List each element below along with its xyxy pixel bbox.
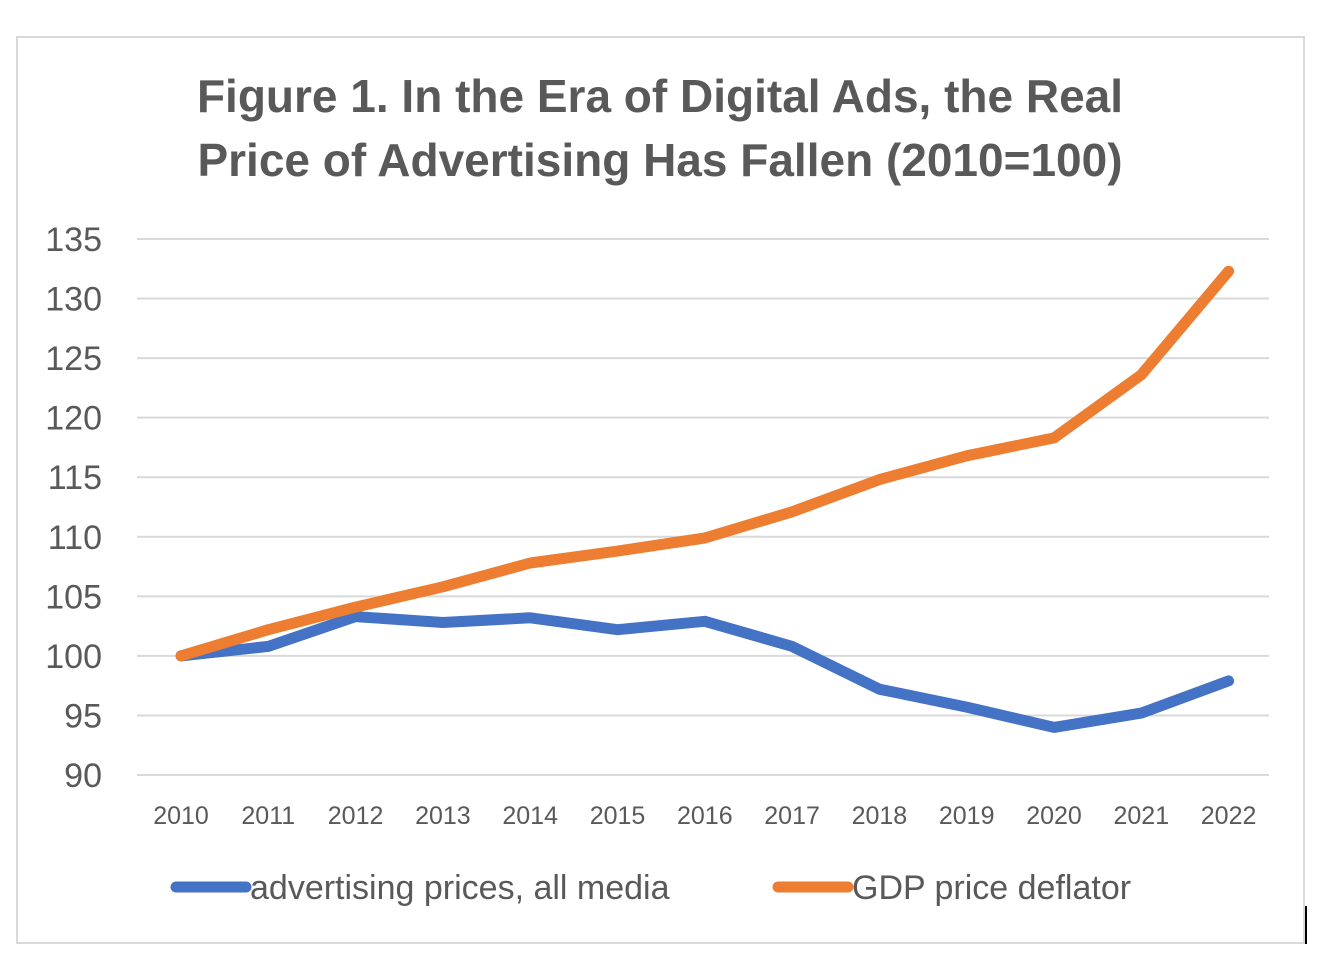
y-tick-label: 100 xyxy=(45,638,102,676)
y-tick-label: 115 xyxy=(48,459,102,497)
chart-title-line: Figure 1. In the Era of Digital Ads, the… xyxy=(197,70,1123,122)
y-axis-ticks: 90 95 100 105 110 115 120 125 130 135 xyxy=(45,221,102,795)
y-tick-label: 125 xyxy=(45,340,102,378)
legend-label: GDP price deflator xyxy=(852,869,1131,907)
y-tick-label: 110 xyxy=(48,519,102,557)
text-cursor xyxy=(1305,906,1307,944)
x-tick-label: 2015 xyxy=(590,802,646,830)
y-tick-label: 90 xyxy=(64,757,102,795)
y-tick-label: 105 xyxy=(45,578,102,616)
y-tick-label: 135 xyxy=(45,221,102,259)
x-tick-label: 2016 xyxy=(677,802,733,830)
x-tick-label: 2011 xyxy=(241,802,295,830)
x-tick-label: 2021 xyxy=(1113,802,1169,830)
legend-label: advertising prices, all media xyxy=(250,869,670,907)
x-tick-label: 2014 xyxy=(502,802,558,830)
chart-title-line: Price of Advertising Has Fallen (2010=10… xyxy=(197,134,1122,186)
x-tick-label: 2017 xyxy=(764,802,820,830)
chart-frame xyxy=(16,36,1305,944)
x-tick-label: 2018 xyxy=(852,802,908,830)
x-tick-label: 2022 xyxy=(1201,802,1257,830)
chart-title: Figure 1. In the Era of Digital Ads, the… xyxy=(197,70,1123,186)
x-tick-label: 2010 xyxy=(153,802,209,830)
x-tick-label: 2020 xyxy=(1026,802,1082,830)
legend: advertising prices, all media GDP price d… xyxy=(170,869,1131,907)
y-tick-label: 95 xyxy=(64,697,102,735)
series-lines xyxy=(175,265,1235,733)
x-axis-ticks: 2010 2011 2012 2013 2014 2015 2016 2017 2018 2019… xyxy=(153,802,1256,830)
y-tick-label: 130 xyxy=(45,281,102,319)
x-tick-label: 2012 xyxy=(328,802,384,830)
gridlines xyxy=(137,238,1269,776)
y-tick-label: 120 xyxy=(45,400,102,438)
x-tick-label: 2013 xyxy=(415,802,471,830)
series-line xyxy=(175,265,1235,662)
series-line xyxy=(175,611,1235,733)
x-tick-label: 2019 xyxy=(939,802,995,830)
